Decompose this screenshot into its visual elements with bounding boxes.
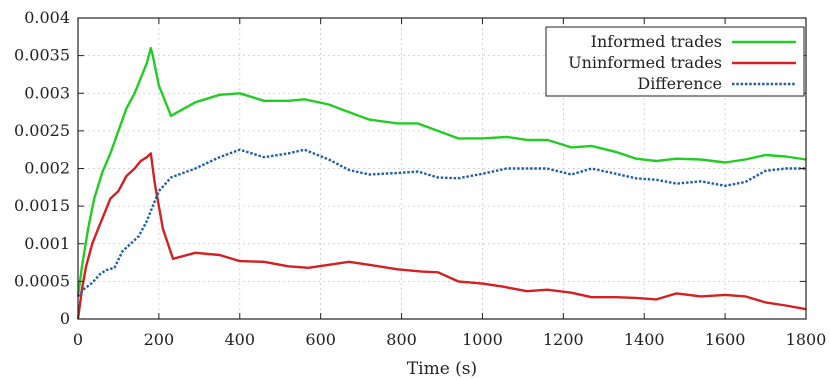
y-tick-label: 0.0025 (14, 121, 70, 140)
legend: Informed trades Uninformed trades Differen… (545, 26, 805, 97)
x-tick-label: 400 (225, 330, 256, 349)
difference-line (77, 148, 806, 298)
x-tick-label: 800 (386, 330, 417, 349)
x-tick-label: 1200 (543, 330, 584, 349)
uninformed-trades-line (76, 152, 807, 320)
x-tick-label: 200 (144, 330, 175, 349)
legend-label-difference: Difference (637, 74, 722, 93)
x-tick-label: 1600 (705, 330, 746, 349)
informed-trades-line (76, 46, 807, 297)
series-lines (76, 46, 807, 320)
y-tick-label: 0.0035 (14, 46, 70, 65)
y-tick-label: 0 (60, 309, 70, 328)
axis-ticks (77, 17, 807, 320)
x-tick-label: 600 (305, 330, 336, 349)
y-tick-label: 0.0005 (14, 271, 70, 290)
y-tick-label: 0.002 (24, 159, 70, 178)
y-tick-label: 0.0015 (14, 196, 70, 215)
x-tick-label: 0 (73, 330, 83, 349)
tick-labels: 0 200 400 600 800 1000 1200 1400 1600 1800 0 0.0005… (14, 8, 826, 349)
legend-label-uninformed-trades: Uninformed trades (568, 53, 722, 72)
legend-label-informed-trades: Informed trades (591, 32, 722, 51)
x-axis-label: Time (s) (407, 359, 477, 379)
x-tick-label: 1000 (462, 330, 503, 349)
legend-box (545, 26, 805, 97)
y-tick-label: 0.004 (24, 8, 70, 27)
y-tick-label: 0.001 (24, 234, 70, 253)
y-tick-label: 0.003 (24, 83, 70, 102)
x-tick-label: 1400 (624, 330, 665, 349)
x-tick-label: 1800 (786, 330, 827, 349)
